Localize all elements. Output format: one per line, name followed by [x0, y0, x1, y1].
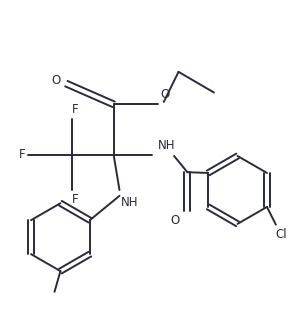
Text: NH: NH [158, 138, 175, 151]
Text: Cl: Cl [276, 227, 288, 241]
Text: F: F [72, 193, 78, 206]
Text: O: O [161, 88, 170, 101]
Text: O: O [51, 74, 60, 87]
Text: F: F [18, 148, 25, 161]
Text: NH: NH [121, 196, 139, 209]
Text: F: F [72, 103, 78, 116]
Text: O: O [171, 214, 180, 226]
